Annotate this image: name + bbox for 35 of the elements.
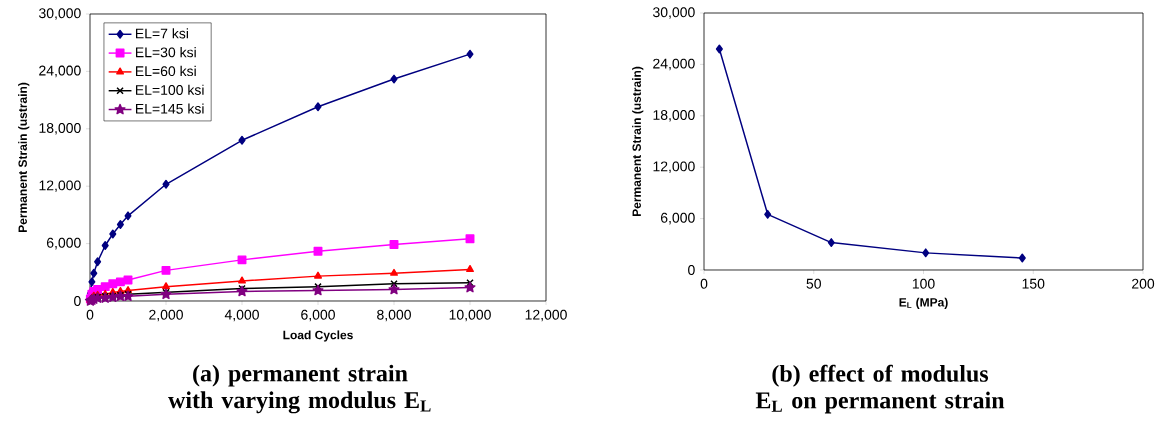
y-tick-label: 6,000	[660, 212, 695, 225]
x-tick-label: 100	[912, 278, 935, 289]
y-tick-label: 0	[688, 265, 695, 275]
legend-label: EL=30 ksi	[136, 47, 196, 58]
x-tick-label: 10,000	[449, 309, 491, 322]
x-axis-title: Load Cycles	[283, 330, 353, 342]
x-tick-label: 50	[806, 278, 821, 289]
x-tick-label: 8,000	[377, 309, 411, 322]
x-tick-label: 0	[700, 278, 708, 289]
y-tick-label: 0	[74, 296, 81, 306]
x-tick-label: 0	[86, 309, 94, 320]
x-tick-label: 6,000	[301, 309, 335, 322]
legend-label: EL=7 ksi	[136, 28, 188, 39]
legend-label: EL=145 ksi	[136, 103, 204, 114]
y-tick-label: 24,000	[39, 65, 81, 78]
y-axis-title: Permanent Strain (ustrain)	[18, 82, 30, 233]
text: (b) effect of modulus E$_{L}$ on permanent strain	[755, 364, 1005, 414]
y-tick-label: 18,000	[39, 123, 81, 135]
y-tick-label: 6,000	[46, 237, 81, 250]
text: (a) permanent strain with varying modulus E$_{L}$	[168, 364, 431, 414]
x-tick-label: 4,000	[224, 309, 259, 322]
legend-label: EL=100 ksi	[136, 84, 204, 95]
y-tick-label: 30,000	[653, 7, 695, 19]
y-tick-label: 18,000	[653, 110, 695, 122]
y-tick-label: 12,000	[39, 180, 81, 192]
x-tick-label: 2,000	[149, 309, 183, 322]
x-tick-label: 12,000	[525, 309, 567, 322]
y-tick-label: 24,000	[653, 58, 695, 71]
y-axis-title: Permanent Strain (ustrain)	[632, 66, 644, 217]
y-tick-label: 30,000	[39, 8, 81, 20]
x-axis-title: E$_{L}$ (MPa)	[899, 297, 948, 309]
legend-label: EL=60 ksi	[136, 65, 196, 77]
x-tick-label: 150	[1022, 278, 1045, 289]
x-tick-label: 200	[1132, 278, 1155, 289]
y-tick-label: 12,000	[653, 161, 695, 173]
